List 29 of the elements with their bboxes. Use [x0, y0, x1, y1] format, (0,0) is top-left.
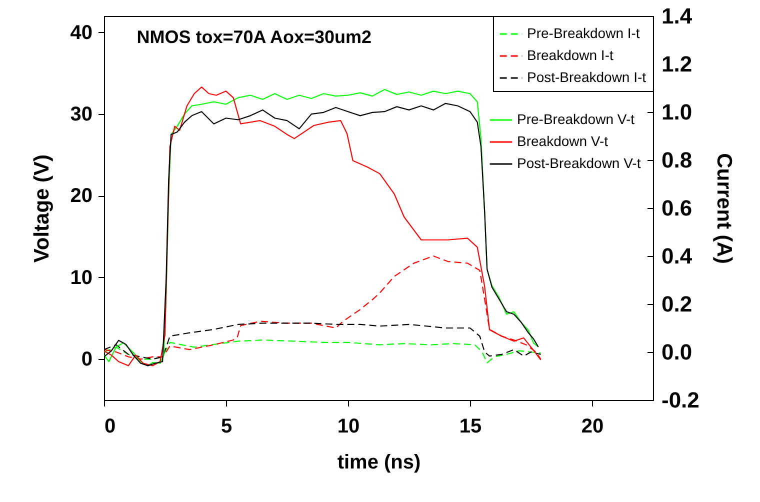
y2-tick-label: 0.2 [662, 292, 692, 316]
y2-tick-label: 1.4 [662, 4, 693, 28]
y2-tick-label: 0.0 [662, 340, 692, 364]
y2-tick-label: 1.2 [662, 52, 692, 76]
y2-axis-title: Current (A) [712, 153, 736, 264]
y2-tick-label: -0.2 [662, 388, 700, 412]
y-tick-label: 10 [70, 266, 92, 289]
y-tick-label: 0 [81, 348, 92, 371]
x-tick-label: 15 [459, 416, 482, 438]
y2-tick-label: 0.4 [662, 244, 693, 268]
legend-label: Post-Breakdown V-t [517, 155, 641, 171]
x-axis-title: time (ns) [337, 452, 421, 474]
y-axis-title: Voltage (V) [30, 154, 54, 263]
y-tick-label: 20 [70, 185, 92, 208]
legend-label: Pre-Breakdown I-t [527, 25, 640, 41]
y2-tick-label: 0.8 [662, 148, 692, 172]
legend-label: Pre-Breakdown V-t [517, 111, 635, 127]
x-tick-label: 10 [337, 416, 360, 438]
legend-label: Post-Breakdown I-t [527, 69, 646, 85]
legend-label: Breakdown I-t [527, 47, 614, 63]
x-tick-label: 20 [581, 416, 604, 438]
y-tick-label: 30 [70, 104, 92, 126]
x-tick-label: 5 [220, 416, 232, 438]
y2-tick-label: 0.6 [662, 196, 692, 220]
legend-label: Breakdown V-t [517, 133, 608, 149]
y2-tick-label: 1.0 [662, 100, 692, 124]
y-tick-label: 40 [70, 22, 92, 44]
x-tick-label: 0 [104, 416, 116, 438]
text: NMOS tox=70A Aox=30um2 [136, 27, 372, 47]
